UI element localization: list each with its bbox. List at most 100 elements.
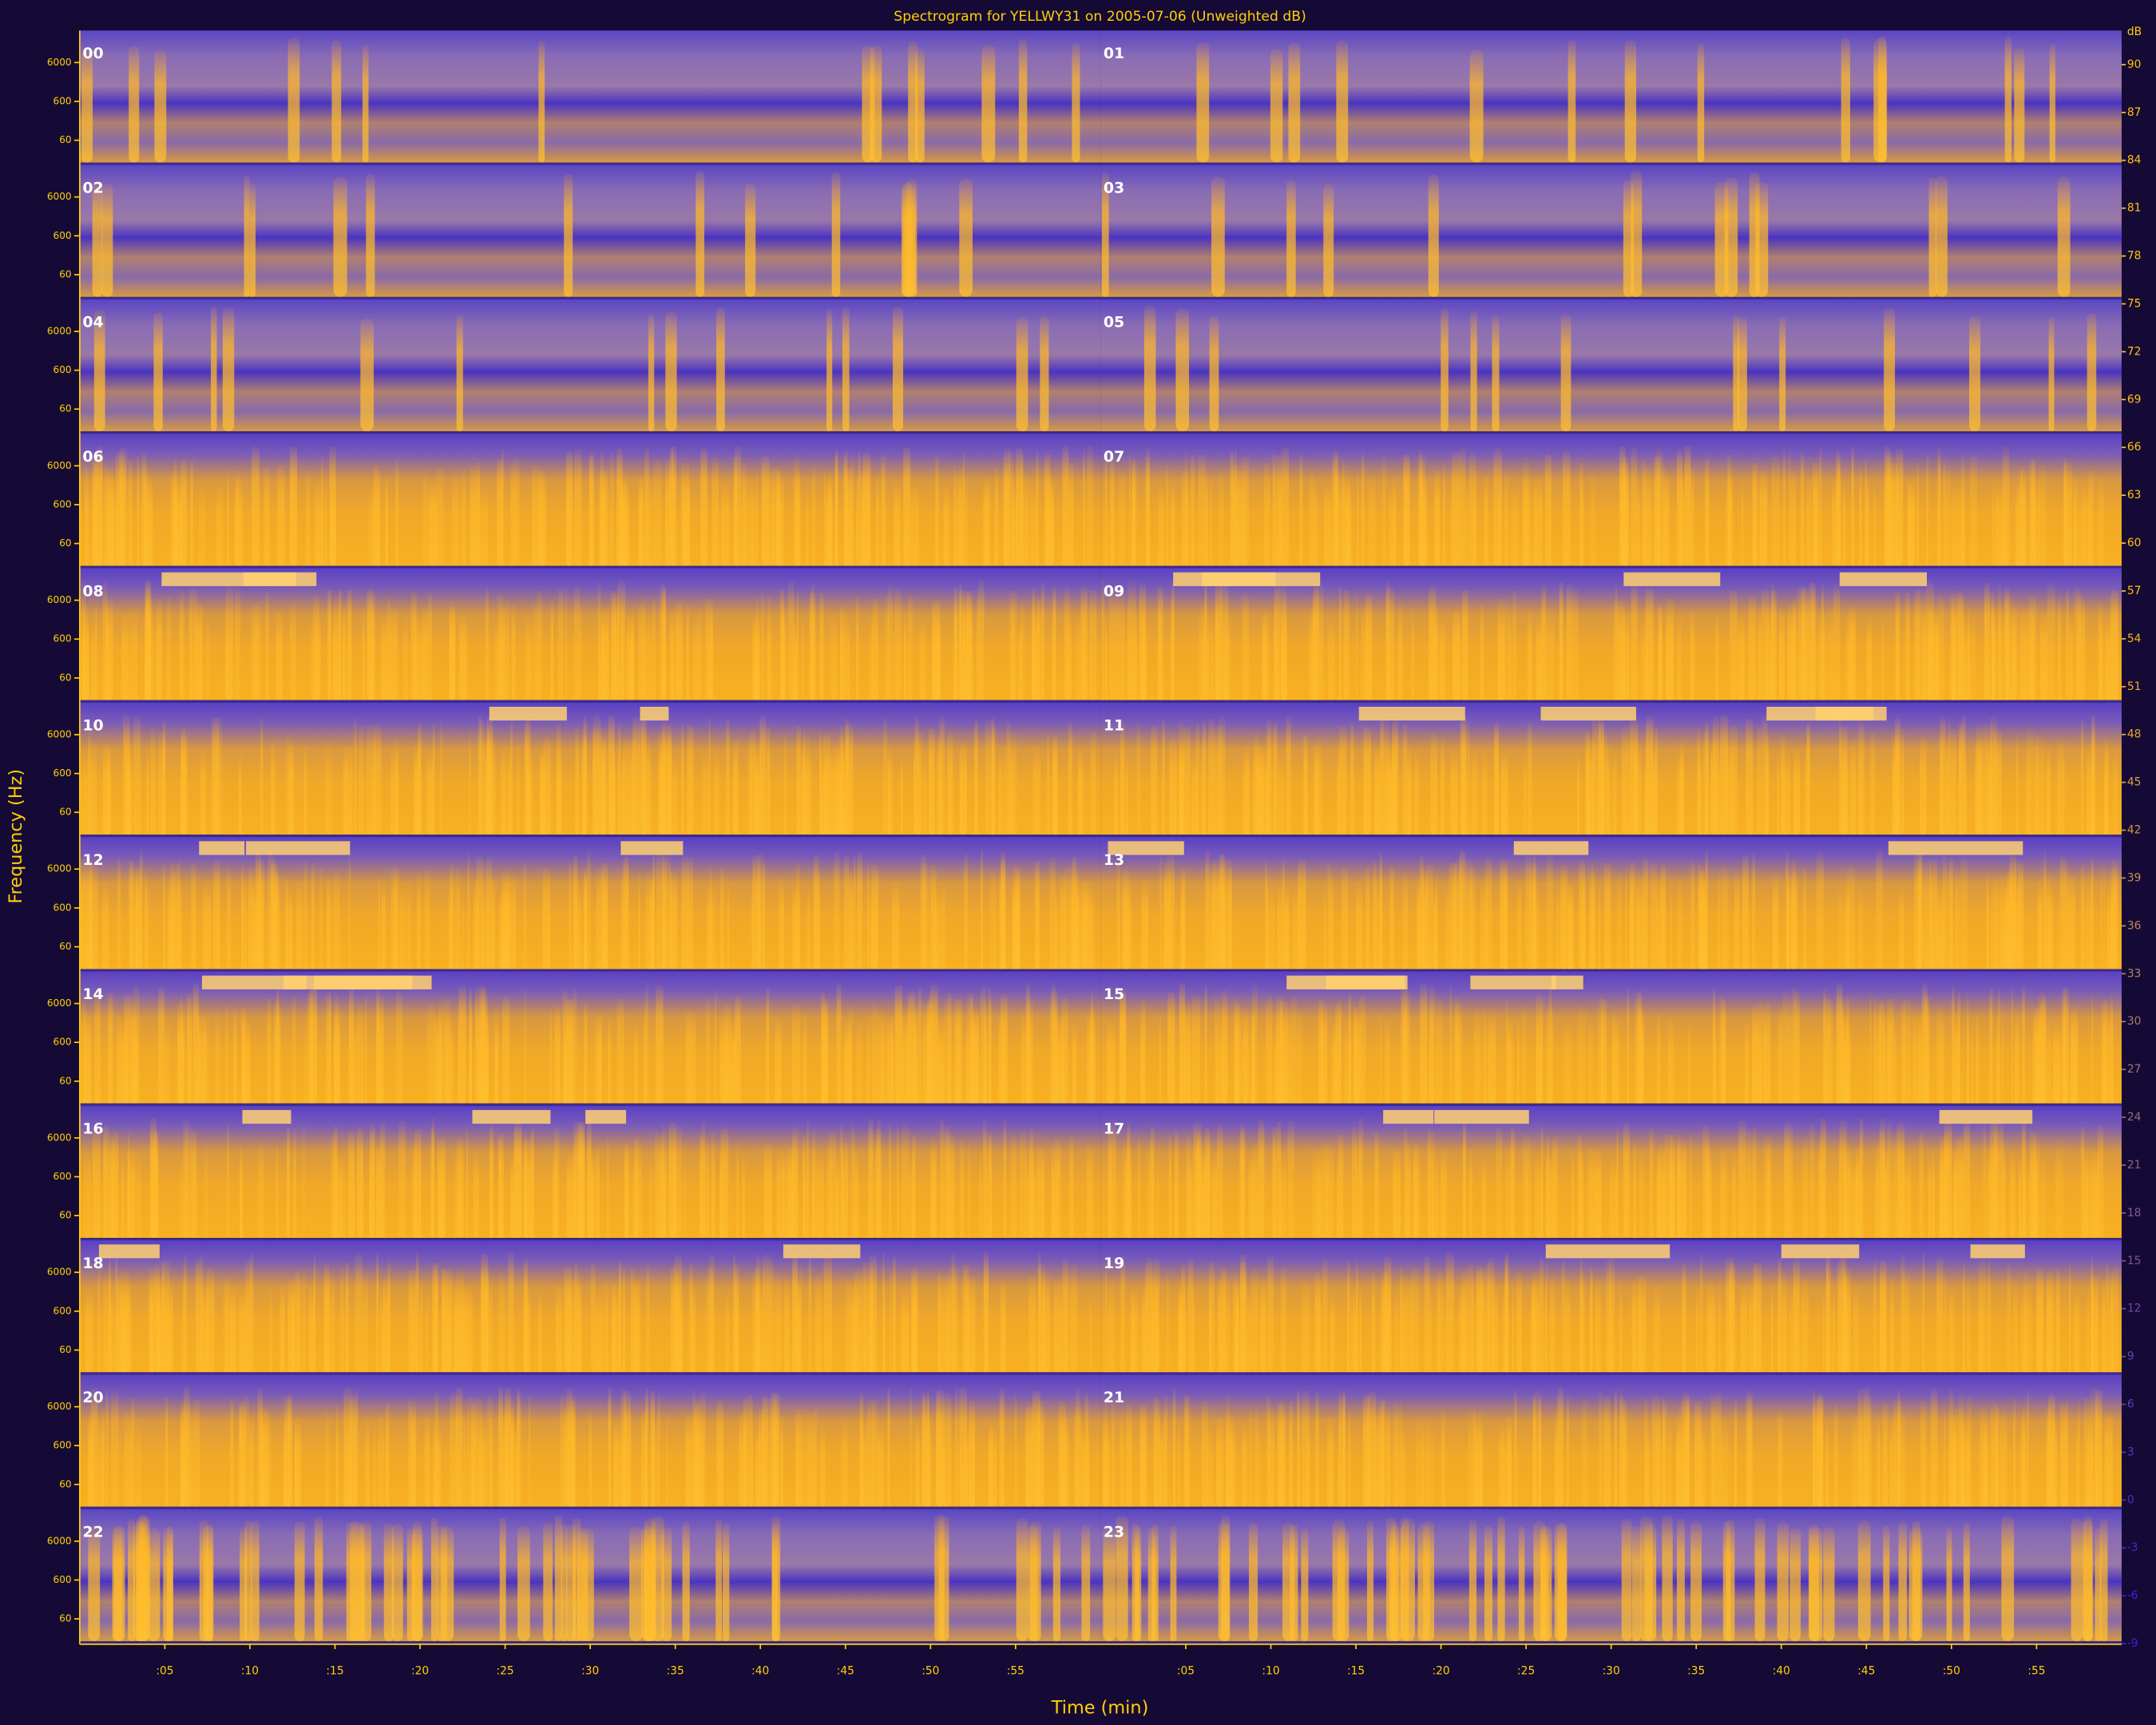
streak: [1940, 716, 1946, 835]
streak: [2015, 735, 2019, 835]
streak: [528, 1394, 531, 1507]
spectrogram-panel: [79, 837, 2122, 972]
streak: [1240, 1254, 1246, 1373]
streak: [639, 1141, 642, 1239]
streak: [498, 1271, 505, 1373]
x-tick-label: :05: [156, 1665, 173, 1678]
streak: [1843, 1144, 1852, 1239]
streak: [198, 484, 206, 566]
streak: [780, 1416, 783, 1507]
streak: [1267, 729, 1270, 835]
streak: [2103, 999, 2107, 1104]
streak: [1487, 1257, 1495, 1373]
streak: [1276, 1120, 1282, 1239]
streak: [1289, 1401, 1293, 1507]
streak: [664, 586, 666, 700]
streak: [638, 873, 640, 970]
y-tick-label: 6000: [47, 191, 72, 202]
streak: [1075, 873, 1080, 970]
streak: [1650, 862, 1657, 970]
streak: [108, 477, 115, 566]
streak: [960, 1422, 968, 1507]
streak: [1931, 1150, 1936, 1239]
streak: [1124, 881, 1132, 970]
streak: [1616, 872, 1622, 970]
streak: [1839, 725, 1848, 835]
streak: [128, 1519, 136, 1642]
streak: [714, 989, 717, 1104]
colorbar-tick-label: 63: [2127, 489, 2142, 502]
streak: [525, 615, 533, 700]
streak: [283, 1422, 287, 1507]
streak: [1252, 1144, 1258, 1239]
streak: [1898, 1521, 1907, 1642]
streak: [792, 1003, 801, 1104]
streak: [2104, 1410, 2113, 1507]
streak: [1778, 1409, 1783, 1507]
streak: [1179, 1281, 1182, 1373]
streak: [136, 1151, 141, 1239]
streak: [1512, 1281, 1514, 1373]
streak: [1389, 484, 1394, 566]
streak: [1826, 1255, 1831, 1373]
streak: [2027, 753, 2029, 835]
streak: [552, 1152, 557, 1239]
streak: [2007, 1263, 2011, 1373]
streak: [1075, 611, 1082, 700]
streak: [856, 1021, 863, 1104]
streak: [1312, 1149, 1319, 1239]
colorbar-tick-label: 48: [2127, 728, 2142, 741]
streak: [641, 749, 644, 835]
streak: [456, 314, 463, 432]
streak: [1484, 474, 1488, 566]
streak: [2112, 1265, 2118, 1373]
streak: [1433, 885, 1438, 970]
streak: [1644, 1426, 1651, 1507]
streak: [1045, 477, 1053, 566]
streak: [1417, 878, 1420, 970]
streak: [257, 1387, 263, 1507]
streak: [1546, 609, 1555, 700]
streak: [1690, 1521, 1702, 1642]
spectrogram-panel: [79, 30, 2122, 165]
streak: [447, 882, 454, 970]
streak: [1527, 721, 1532, 835]
streak: [695, 1398, 700, 1507]
streak: [190, 459, 193, 566]
spectrogram-panel: [79, 1374, 2122, 1509]
streak: [931, 1148, 936, 1239]
streak: [1081, 1525, 1091, 1642]
streak: [733, 740, 739, 835]
streak: [503, 599, 509, 700]
streak: [2061, 986, 2069, 1104]
streak: [672, 445, 674, 566]
streak: [1899, 886, 1904, 970]
streak: [964, 591, 969, 700]
streak: [646, 1386, 648, 1507]
streak: [699, 1391, 706, 1507]
streak: [166, 1525, 173, 1642]
streak: [850, 1281, 858, 1373]
streak: [1621, 1518, 1632, 1642]
streak: [2099, 1518, 2108, 1642]
streak: [1215, 1148, 1218, 1239]
streak: [1752, 1128, 1757, 1239]
streak: [741, 462, 747, 566]
streak: [1242, 1422, 1247, 1507]
streak: [523, 860, 526, 970]
tone-band: [1434, 1109, 1529, 1124]
streak: [1782, 990, 1788, 1104]
streak: [303, 744, 307, 835]
streak: [773, 466, 782, 566]
streak: [1431, 1152, 1439, 1239]
streak: [90, 1387, 98, 1507]
streak: [165, 1020, 170, 1104]
streak: [1654, 1283, 1660, 1373]
streak: [2036, 1268, 2043, 1373]
streak: [1248, 1521, 1258, 1642]
streak: [1052, 982, 1056, 1104]
tone-band: [1545, 1244, 1671, 1259]
streak: [1103, 1527, 1116, 1642]
streak: [1445, 882, 1450, 970]
streak: [1631, 1525, 1641, 1642]
